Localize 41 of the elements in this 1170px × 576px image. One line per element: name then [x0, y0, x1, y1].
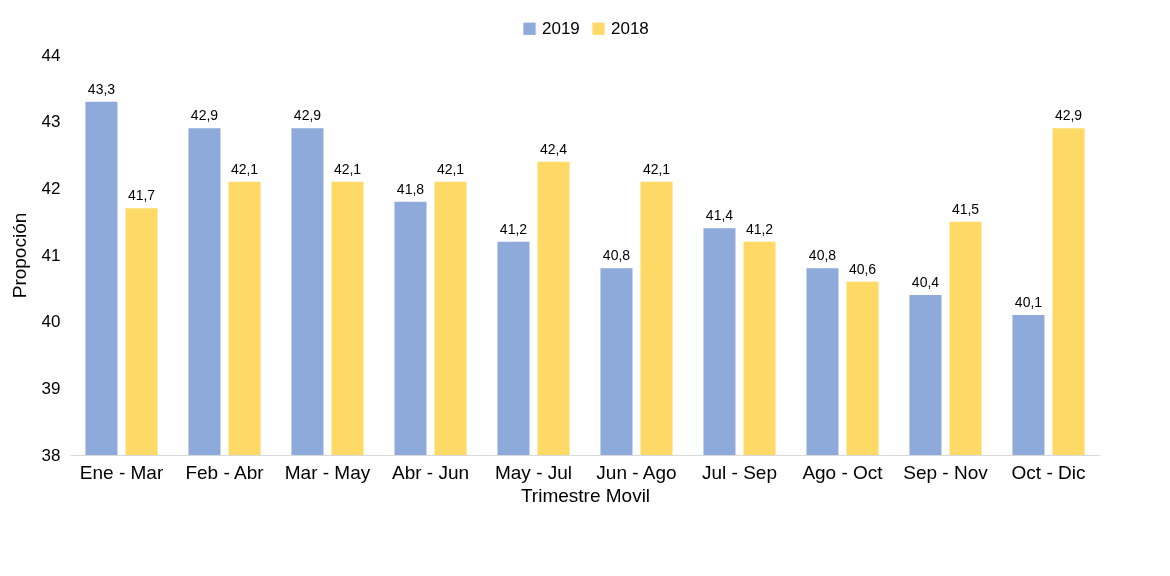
x-tick-label: May - Jul: [494, 461, 573, 483]
x-tick-label: Abr - Jun: [391, 461, 470, 483]
data-label: 42,1: [333, 160, 362, 177]
x-tick-label: Ene - Mar: [79, 461, 164, 483]
y-tick-label: 38: [41, 445, 61, 465]
y-axis-title: Propoción: [8, 212, 30, 299]
x-tick-label: Oct - Dic: [1011, 461, 1086, 483]
data-label: 40,6: [848, 260, 877, 277]
x-tick-label: Mar - May: [284, 461, 371, 483]
data-label: 42,1: [436, 160, 465, 177]
data-label: 41,4: [705, 207, 734, 224]
data-label: 41,5: [951, 200, 980, 217]
y-tick-label: 40: [41, 312, 61, 332]
y-tick-label: 43: [41, 112, 61, 132]
x-tick-label: Jun - Ago: [596, 461, 677, 483]
data-label: 41,7: [127, 187, 156, 204]
data-label: 41,2: [745, 220, 774, 237]
y-tick-label: 39: [41, 378, 61, 398]
x-tick-label: Sep - Nov: [903, 461, 989, 483]
data-label: 40,8: [808, 247, 837, 264]
data-label: 42,1: [230, 160, 259, 177]
y-tick-label: 42: [41, 178, 61, 198]
data-label: 42,9: [293, 107, 322, 124]
y-tick-label: 41: [41, 245, 61, 265]
y-tick-label: 44: [41, 45, 61, 65]
data-label: 43,3: [87, 80, 116, 97]
x-tick-label: Ago - Oct: [802, 461, 884, 483]
data-label: 40,1: [1014, 294, 1043, 310]
x-axis-title: Trimestre Movil: [520, 484, 651, 506]
legend-label: 2019: [542, 18, 580, 38]
data-label: 42,9: [1054, 107, 1083, 124]
x-tick-label: Feb - Abr: [185, 461, 265, 483]
data-label: 42,1: [642, 160, 671, 177]
data-label: 40,8: [602, 247, 631, 264]
legend-label: 2018: [611, 18, 649, 38]
data-label: 42,4: [539, 140, 568, 157]
data-label: 40,4: [911, 274, 940, 290]
data-label: 41,2: [499, 220, 528, 237]
data-label: 41,8: [396, 180, 425, 197]
data-label: 42,9: [190, 107, 219, 124]
x-tick-label: Jul - Sep: [702, 461, 777, 483]
